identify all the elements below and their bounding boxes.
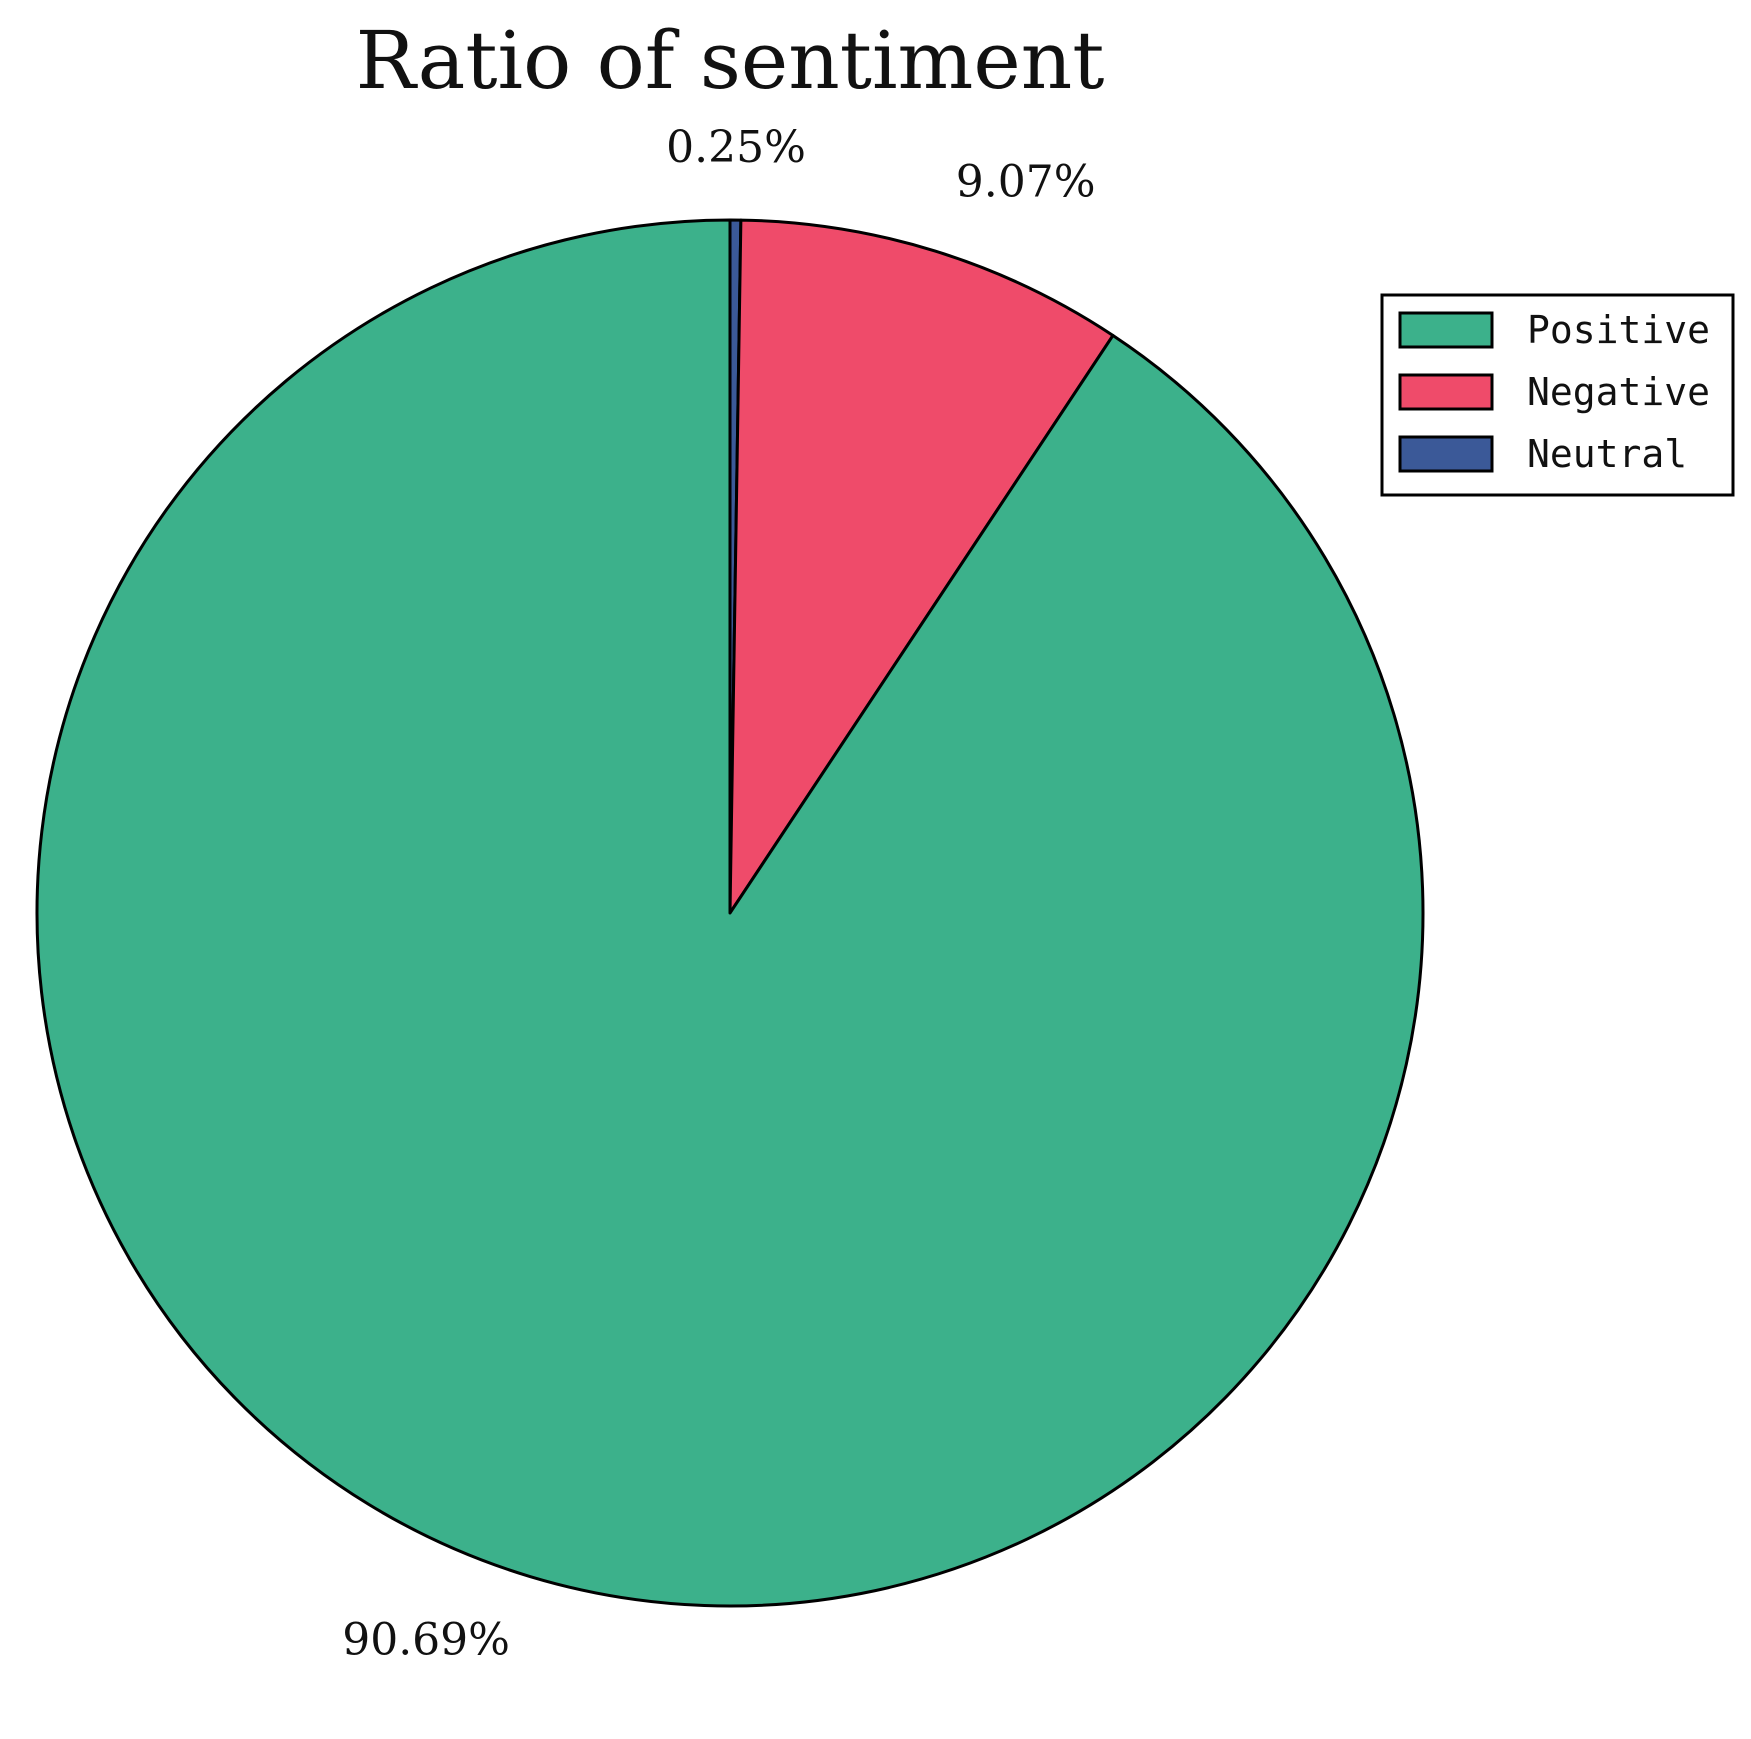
chart-title: Ratio of sentiment [356,14,1105,107]
pie-label-negative: 9.07% [956,156,1096,207]
legend-swatch-negative [1398,373,1494,411]
pie-slice-positive [35,218,1425,1608]
pie-slices [35,218,1425,1608]
pie-labels: 0.25% 9.07% 90.69% [342,122,1095,1665]
legend: Positive Negative Neutral [1380,293,1735,497]
legend-label-negative: Negative [1527,370,1710,414]
pie-slice-negative [728,218,1115,915]
legend-label-neutral: Neutral [1527,432,1687,476]
legend-swatch-neutral [1398,435,1494,473]
legend-label-positive: Positive [1527,308,1710,352]
pie-label-neutral: 0.25% [666,122,806,173]
legend-swatch-positive [1398,311,1494,349]
pie-label-positive: 90.69% [342,1614,510,1665]
